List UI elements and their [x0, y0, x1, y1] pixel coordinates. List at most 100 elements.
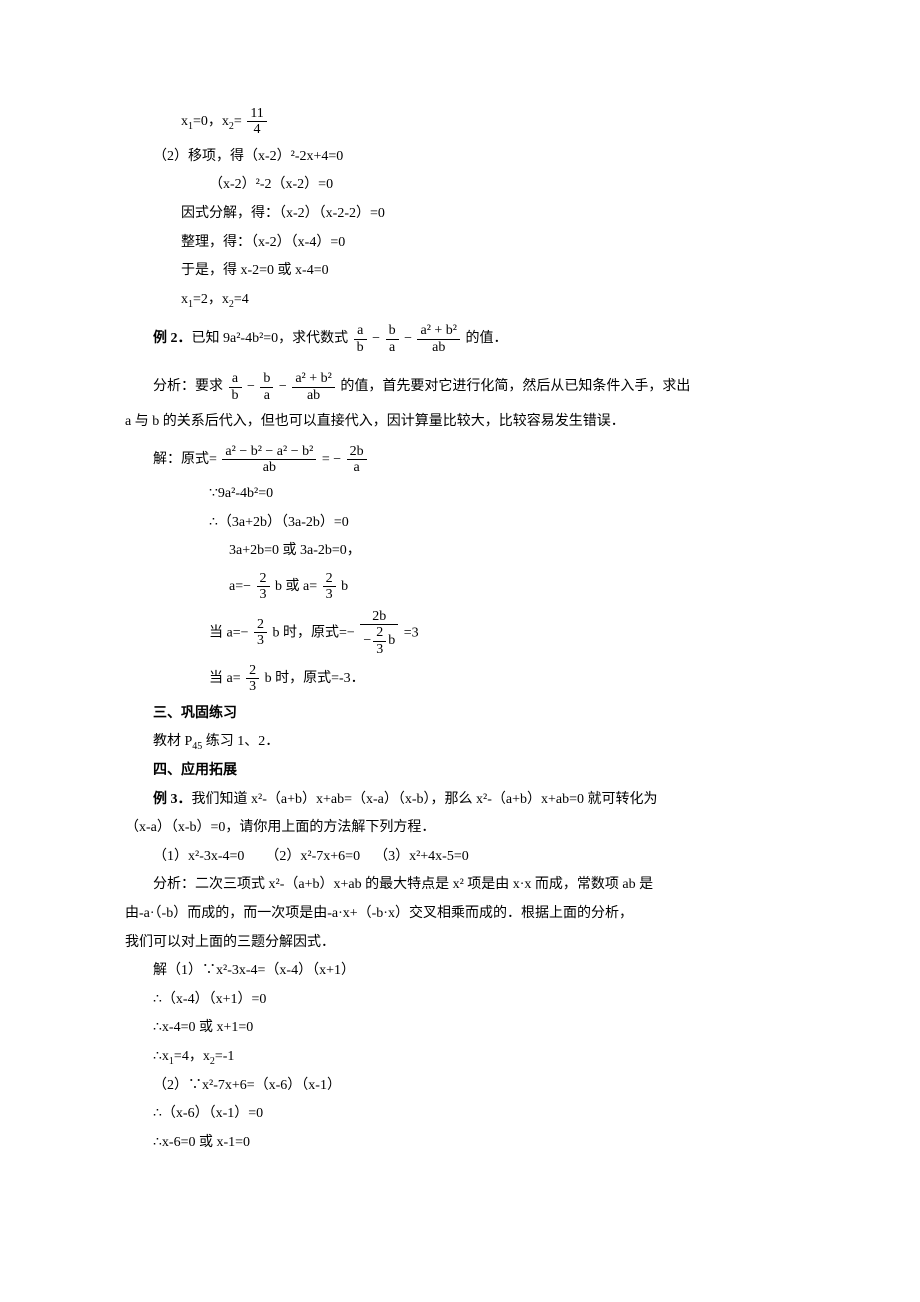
- fraction: 11 4: [247, 106, 266, 138]
- analysis-line: a 与 b 的关系后代入，但也可以直接代入，因计算量比较大，比较容易发生错误．: [125, 409, 795, 436]
- analysis-line: 分析：二次三项式 x²-（a+b）x+ab 的最大特点是 x² 项是由 x·x …: [125, 872, 795, 899]
- numerator: b: [386, 323, 399, 338]
- text: b 或 a=: [275, 579, 317, 594]
- denominator: ab: [417, 339, 460, 355]
- minus: −: [247, 379, 255, 394]
- denominator: ab: [292, 387, 335, 403]
- example-heading: 例 2．已知 9a²-4b²=0，求代数式 ab − ba − a² + b²a…: [125, 323, 795, 355]
- minus: −: [372, 331, 380, 346]
- text: ∴x: [153, 1049, 169, 1064]
- text: 当 a=−: [209, 625, 249, 640]
- numerator: a² − b² − a² − b²: [222, 444, 316, 459]
- solution-line: 当 a= 23 b 时，原式=-3．: [125, 663, 795, 695]
- numerator: b: [260, 371, 273, 386]
- text: b: [341, 579, 348, 594]
- numerator: 2: [373, 625, 386, 640]
- text: =3: [404, 625, 419, 640]
- text: a=−: [229, 579, 251, 594]
- text: 我们知道 x²-（a+b）x+ab=（x-a）（x-b），那么 x²-（a+b）…: [192, 792, 658, 807]
- solution-line: （3a+2b）（3a-2b）=0: [125, 510, 795, 537]
- solution-line: 解（1）∵x²-3x-4=（x-4）（x+1）: [125, 958, 795, 985]
- solution-line: 因式分解，得：（x-2）（x-2-2）=0: [125, 201, 795, 228]
- fraction: 23: [254, 617, 267, 649]
- minus: −: [279, 379, 287, 394]
- numerator: a² + b²: [417, 323, 460, 338]
- solution-line: 解：原式= a² − b² − a² − b²ab = − 2ba: [125, 444, 795, 476]
- denominator: b: [354, 339, 367, 355]
- solution-line: ∴（x-6）（x-1）=0: [125, 1101, 795, 1128]
- solution-line: 3a+2b=0 或 3a-2b=0，: [125, 538, 795, 565]
- fraction: a² − b² − a² − b²ab: [222, 444, 316, 476]
- numerator: a: [354, 323, 367, 338]
- solution-line: x1=2，x2=4: [125, 287, 795, 314]
- text: =0，x: [193, 114, 229, 129]
- text: b 时，原式=−: [273, 625, 355, 640]
- text: x: [181, 292, 188, 307]
- denominator: 3: [373, 641, 386, 657]
- solution-line: a=− 23 b 或 a= 23 b: [125, 571, 795, 603]
- solution-line: （2）移项，得（x-2）²-2x+4=0: [125, 144, 795, 171]
- question-line: （1）x²-3x-4=0 （2）x²-7x+6=0 （3）x²+4x-5=0: [125, 844, 795, 871]
- minus: −: [404, 331, 412, 346]
- example-label: 例 3．: [153, 792, 192, 807]
- numerator: 2: [254, 617, 267, 632]
- fraction: 23: [246, 663, 259, 695]
- denominator: −23b: [360, 624, 398, 657]
- denominator: ab: [222, 459, 316, 475]
- solution-line: ∴（x-4）（x+1）=0: [125, 987, 795, 1014]
- fraction: 23: [323, 571, 336, 603]
- because-icon: [209, 486, 218, 501]
- fraction: ba: [386, 323, 399, 355]
- numerator: 2b: [360, 609, 398, 624]
- denominator: b: [229, 387, 242, 403]
- fraction: ab: [229, 371, 242, 403]
- denominator: a: [386, 339, 399, 355]
- example-label: 例 2．: [153, 331, 192, 346]
- numerator: a: [229, 371, 242, 386]
- text: （3a+2b）（3a-2b）=0: [218, 515, 349, 530]
- text: 9a²-4b²=0: [218, 486, 273, 501]
- therefore-icon: [209, 515, 218, 530]
- section-heading: 三、巩固练习: [125, 701, 795, 728]
- solution-line: （x-2）²-2（x-2）=0: [125, 172, 795, 199]
- solution-line: 整理，得：（x-2）（x-4）=0: [125, 230, 795, 257]
- denominator: 3: [254, 632, 267, 648]
- text-line: （x-a）（x-b）=0，请你用上面的方法解下列方程．: [125, 815, 795, 842]
- text: =-1: [215, 1049, 235, 1064]
- solution-line: ∴x-4=0 或 x+1=0: [125, 1015, 795, 1042]
- text: =2，x: [193, 292, 229, 307]
- text: −: [363, 633, 371, 648]
- text: b: [388, 633, 395, 648]
- solution-line: 当 a=− 23 b 时，原式=− 2b −23b =3: [125, 609, 795, 657]
- solution-line: 于是，得 x-2=0 或 x-4=0: [125, 258, 795, 285]
- numerator: 2: [246, 663, 259, 678]
- text-line: 教材 P45 练习 1、2．: [125, 729, 795, 756]
- text: 的值．: [466, 331, 508, 346]
- fraction: ab: [354, 323, 367, 355]
- section-heading: 四、应用拓展: [125, 758, 795, 785]
- numerator: 2: [257, 571, 270, 586]
- numerator: a² + b²: [292, 371, 335, 386]
- text: =4: [234, 292, 249, 307]
- solution-line: ∴x1=4，x2=-1: [125, 1044, 795, 1071]
- denominator: 3: [323, 586, 336, 602]
- text: 教材 P: [153, 734, 192, 749]
- text: b 时，原式=-3．: [265, 671, 365, 686]
- solution-line: ∴x-6=0 或 x-1=0: [125, 1130, 795, 1157]
- numerator: 11: [247, 106, 266, 121]
- analysis-line: 分析：要求 ab − ba − a² + b²ab 的值，首先要对它进行化简，然…: [125, 371, 795, 403]
- solution-line: （2）∵x²-7x+6=（x-6）（x-1）: [125, 1073, 795, 1100]
- text: =: [234, 114, 242, 129]
- fraction: ba: [260, 371, 273, 403]
- text: 解：原式=: [153, 452, 217, 467]
- document-page: x1=0，x2= 11 4 （2）移项，得（x-2）²-2x+4=0 （x-2）…: [0, 0, 920, 1218]
- denominator: a: [347, 459, 367, 475]
- denominator: a: [260, 387, 273, 403]
- analysis-line: 由-a·（-b）而成的，而一次项是由-a·x+（-b·x）交叉相乘而成的．根据上…: [125, 901, 795, 928]
- solution-line: 9a²-4b²=0: [125, 481, 795, 508]
- text: x: [181, 114, 188, 129]
- fraction: a² + b²ab: [292, 371, 335, 403]
- denominator: 4: [247, 121, 266, 137]
- numerator: 2b: [347, 444, 367, 459]
- text: 已知 9a²-4b²=0，求代数式: [192, 331, 349, 346]
